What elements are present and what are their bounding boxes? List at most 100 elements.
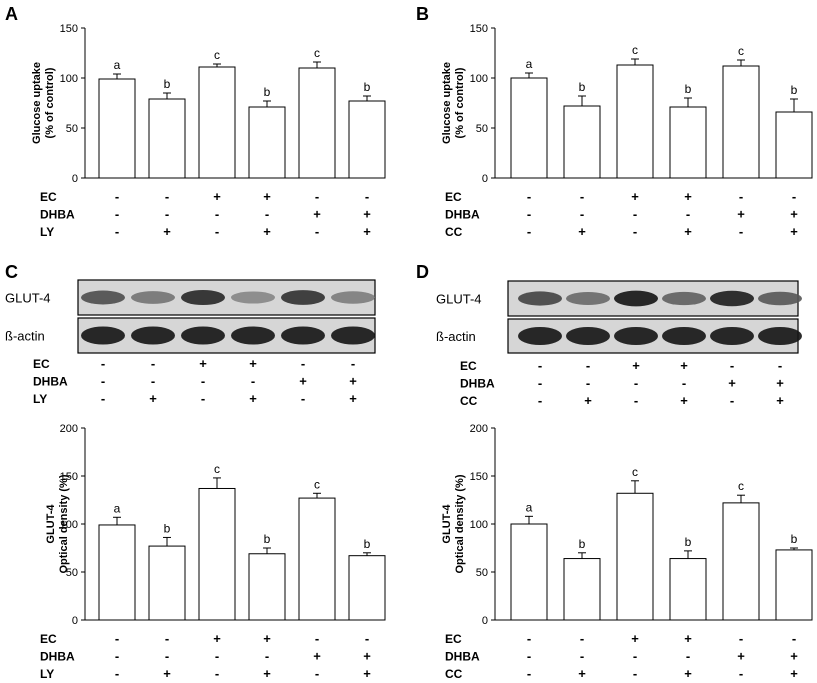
blot-band bbox=[566, 327, 610, 345]
significance-letter: c bbox=[214, 462, 220, 476]
condition-sign: - bbox=[633, 649, 637, 664]
bar bbox=[298, 497, 336, 621]
condition-label-B: EC bbox=[445, 190, 462, 204]
western-blot-d: GLUT-4 ß-actin bbox=[436, 280, 802, 354]
condition-sign: - bbox=[633, 224, 637, 239]
bar bbox=[198, 66, 236, 179]
bar bbox=[198, 487, 236, 621]
significance-letter: b bbox=[685, 82, 692, 96]
blot-row-label: ß-actin bbox=[5, 329, 45, 344]
panel-letter: B bbox=[416, 4, 429, 24]
y-axis-label-line: Optical density (%) bbox=[454, 474, 466, 573]
condition-label-D: EC bbox=[460, 359, 477, 373]
significance-letter: a bbox=[526, 57, 533, 71]
condition-sign: - bbox=[315, 666, 319, 681]
bar bbox=[669, 558, 707, 621]
condition-sign: - bbox=[633, 666, 637, 681]
y-tick-label: 50 bbox=[476, 123, 488, 135]
condition-sign: + bbox=[249, 356, 257, 371]
condition-sign: - bbox=[115, 224, 119, 239]
significance-letter: b bbox=[164, 521, 171, 535]
condition-sign: + bbox=[578, 224, 586, 239]
condition-sign: - bbox=[633, 207, 637, 222]
y-axis-label: GLUT-4Optical density (%) bbox=[45, 474, 70, 573]
condition-sign: + bbox=[737, 207, 745, 222]
condition-sign: + bbox=[728, 376, 736, 391]
significance-letter: a bbox=[114, 58, 121, 72]
condition-sign: + bbox=[263, 224, 271, 239]
condition-sign: - bbox=[634, 376, 638, 391]
condition-sign: + bbox=[790, 224, 798, 239]
blot-band bbox=[614, 290, 658, 307]
condition-sign: - bbox=[215, 649, 219, 664]
condition-sign: - bbox=[739, 189, 743, 204]
significance-letter: b bbox=[685, 535, 692, 549]
condition-sign: - bbox=[527, 224, 531, 239]
condition-sign: + bbox=[684, 189, 692, 204]
bar bbox=[775, 549, 813, 621]
condition-sign: - bbox=[151, 374, 155, 389]
y-tick-label: 100 bbox=[60, 73, 78, 85]
condition-sign: + bbox=[584, 393, 592, 408]
condition-sign: - bbox=[101, 356, 105, 371]
y-tick-label: 50 bbox=[66, 567, 78, 579]
condition-sign: - bbox=[351, 356, 355, 371]
blot-band bbox=[710, 290, 754, 307]
condition-sign: + bbox=[349, 374, 357, 389]
y-tick-label: 100 bbox=[470, 519, 488, 531]
y-tick-label: 100 bbox=[60, 519, 78, 531]
y-tick-label: 150 bbox=[60, 23, 78, 35]
condition-sign: + bbox=[790, 649, 798, 664]
blot-band bbox=[331, 326, 375, 345]
condition-sign: - bbox=[580, 631, 584, 646]
blot-band bbox=[662, 327, 706, 345]
significance-letter: c bbox=[314, 477, 320, 491]
condition-sign: + bbox=[680, 393, 688, 408]
blot-band bbox=[131, 326, 175, 345]
blot-band bbox=[231, 291, 275, 304]
condition-sign: - bbox=[201, 374, 205, 389]
condition-sign: - bbox=[792, 631, 796, 646]
condition-sign: - bbox=[215, 666, 219, 681]
blot-strip bbox=[77, 317, 376, 354]
blot-band bbox=[566, 292, 610, 305]
significance-letter: a bbox=[526, 500, 533, 514]
condition-label-B: CC bbox=[445, 225, 463, 239]
condition-sign: + bbox=[363, 666, 371, 681]
bar bbox=[98, 524, 136, 621]
condition-sign: - bbox=[527, 189, 531, 204]
condition-sign: - bbox=[527, 631, 531, 646]
condition-sign: + bbox=[790, 666, 798, 681]
condition-sign: - bbox=[739, 224, 743, 239]
significance-letter: b bbox=[364, 80, 371, 94]
significance-letter: b bbox=[579, 80, 586, 94]
condition-sign: - bbox=[527, 666, 531, 681]
y-axis-label: GLUT-4Optical density (%) bbox=[441, 474, 466, 573]
condition-sign: + bbox=[163, 224, 171, 239]
blot-row-label: GLUT-4 bbox=[436, 292, 482, 307]
y-axis-label: Glucose uptake(% of control) bbox=[31, 62, 56, 144]
y-tick-label: 50 bbox=[476, 567, 488, 579]
y-axis-label-line: (% of control) bbox=[454, 67, 466, 138]
condition-sign: - bbox=[580, 649, 584, 664]
y-tick-label: 50 bbox=[66, 123, 78, 135]
condition-sign: - bbox=[730, 393, 734, 408]
condition-sign: - bbox=[301, 391, 305, 406]
condition-sign: - bbox=[365, 189, 369, 204]
bar bbox=[148, 98, 186, 179]
condition-sign: - bbox=[165, 631, 169, 646]
condition-sign: + bbox=[632, 358, 640, 373]
condition-sign: - bbox=[265, 207, 269, 222]
condition-sign: - bbox=[151, 356, 155, 371]
condition-sign: + bbox=[737, 649, 745, 664]
panel-letter: A bbox=[5, 4, 18, 24]
bar bbox=[298, 67, 336, 179]
condition-sign: - bbox=[792, 189, 796, 204]
blot-band bbox=[518, 327, 562, 345]
condition-label-B: DHBA bbox=[445, 208, 480, 222]
bar bbox=[510, 523, 548, 621]
condition-sign: - bbox=[301, 356, 305, 371]
condition-sign: - bbox=[739, 666, 743, 681]
